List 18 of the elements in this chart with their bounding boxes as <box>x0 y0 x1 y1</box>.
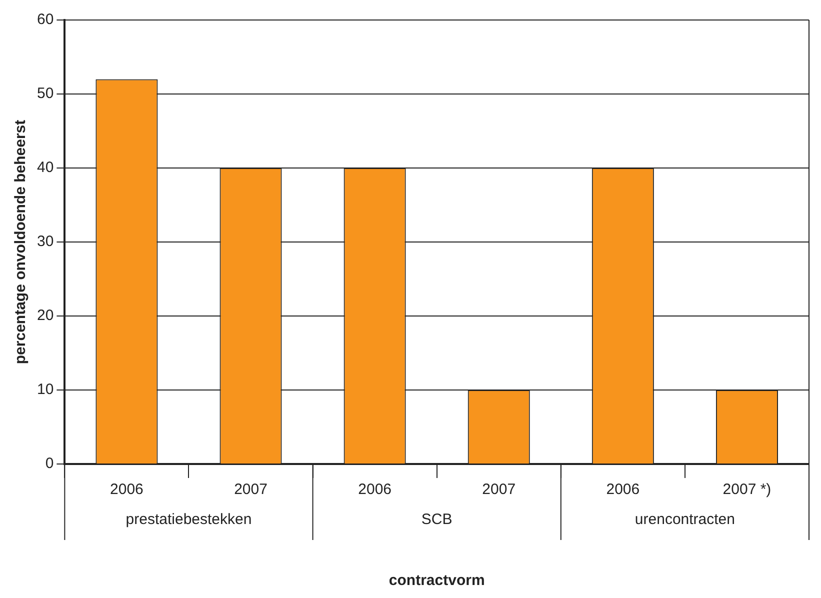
x-tick-label: 2007 <box>482 481 516 498</box>
y-tick-label: 40 <box>36 159 54 176</box>
text: prestatiebestekken <box>126 511 252 528</box>
x-axis-title: contractvorm <box>388 572 485 590</box>
x-tick-label: 2006 <box>110 481 144 498</box>
x-tick-label: 2007 <box>234 481 268 498</box>
text: SCB <box>421 511 452 528</box>
y-tick-label: 10 <box>36 381 54 398</box>
x-tick-label: 2006 <box>358 481 392 498</box>
y-tick-label: 50 <box>36 85 54 102</box>
x-tick-label: 2007 *) <box>722 481 772 498</box>
text: urencontracten <box>634 511 735 528</box>
x-tick-label: 2006 <box>606 481 640 498</box>
y-tick-label: 60 <box>36 11 54 28</box>
y-axis-title: percentage onvoldoende beheerst <box>12 120 30 364</box>
y-tick-label: 30 <box>36 233 54 250</box>
y-tick-label: 20 <box>36 307 54 324</box>
y-tick-label: 0 <box>45 455 54 472</box>
